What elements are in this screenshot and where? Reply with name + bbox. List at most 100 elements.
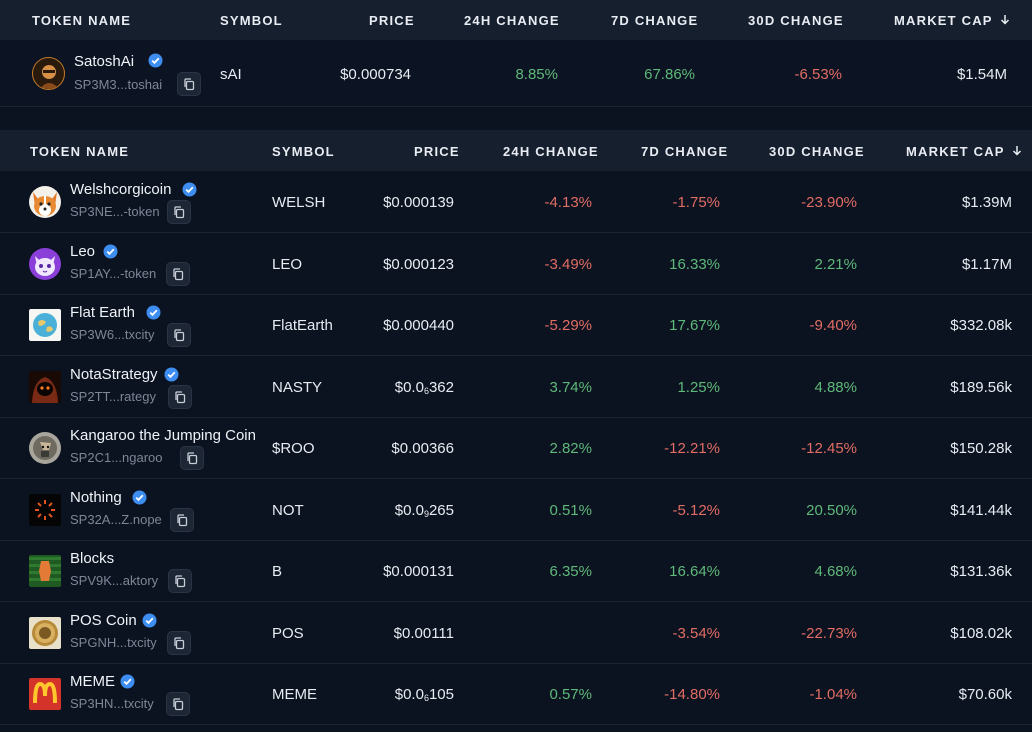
verified-badge-icon (132, 490, 147, 505)
flat-earth-avatar-icon (29, 309, 61, 341)
token-price: $0.09265 (395, 502, 454, 519)
token-address: SP3W6...txcity (70, 327, 155, 342)
verified-badge-icon (148, 53, 163, 68)
token-change-30d: -6.53% (794, 66, 842, 83)
token-name[interactable]: POS Coin (70, 612, 137, 629)
copy-address-button[interactable] (166, 692, 190, 716)
copy-address-button[interactable] (166, 262, 190, 286)
token-price: $0.06105 (395, 686, 454, 703)
header-token-name[interactable]: TOKEN NAME (32, 13, 132, 28)
token-price-suffix: 105 (428, 686, 454, 703)
token-row[interactable]: NotaStrategy SP2TT...rategy NASTY $0.06362 3… (0, 356, 1032, 418)
token-price: $0.000131 (383, 563, 454, 580)
token-change-30d: 4.68% (814, 563, 857, 580)
header-24h-change[interactable]: 24H CHANGE (464, 13, 560, 28)
token-name[interactable]: Flat Earth (70, 304, 136, 321)
token-symbol: LEO (272, 256, 303, 273)
header-market-cap[interactable]: MARKET CAP (906, 144, 1022, 159)
token-price-prefix: $0.0 (394, 379, 424, 396)
copy-address-button[interactable] (167, 200, 191, 224)
token-name[interactable]: MEME (70, 673, 115, 690)
token-market-cap: $141.44k (950, 502, 1012, 519)
token-price: $0.00111 (393, 625, 454, 642)
token-change-7d: 16.33% (669, 256, 720, 273)
token-price: $0.000123 (383, 256, 454, 273)
token-price-suffix: 265 (428, 502, 454, 519)
header-30d-change[interactable]: 30D CHANGE (769, 144, 865, 159)
token-symbol: $ROO (272, 440, 315, 457)
header-30d-change[interactable]: 30D CHANGE (748, 13, 844, 28)
token-row[interactable]: Welshcorgicoin SP3NE...-token WELSH $0.0001… (0, 171, 1032, 233)
header-price[interactable]: PRICE (369, 13, 415, 28)
token-row[interactable]: Nothing SP32A...Z.nope NOT $0.09265 0.51% -5.… (0, 479, 1032, 541)
notastrategy-avatar-icon (29, 371, 61, 403)
token-symbol: NASTY (272, 379, 323, 396)
copy-address-button[interactable] (170, 508, 194, 532)
copy-address-button[interactable] (168, 385, 192, 409)
token-row[interactable]: Flat Earth SP3W6...txcity FlatEarth $0.0004… (0, 294, 1032, 356)
token-symbol: sAI (220, 66, 242, 83)
kangaroo-avatar-icon (29, 432, 61, 464)
token-price-suffix: 362 (428, 379, 454, 396)
featured-token-row[interactable]: SatoshAi SP3M3...toshai sAI $0.000734 8.… (0, 40, 1032, 107)
header-market-cap[interactable]: MARKET CAP (894, 13, 1010, 28)
token-change-24h: 8.85% (515, 66, 558, 83)
copy-address-button[interactable] (177, 72, 201, 96)
token-address: SP2C1...ngaroo (70, 450, 163, 465)
token-change-30d: -23.90% (801, 194, 857, 211)
token-name[interactable]: Kangaroo the Jumping Coin (70, 427, 256, 444)
token-address: SP3HN...txcity (70, 696, 154, 711)
header-24h-change[interactable]: 24H CHANGE (503, 144, 599, 159)
header-7d-change[interactable]: 7D CHANGE (641, 144, 729, 159)
token-address: SP1AY...-token (70, 266, 157, 281)
verified-badge-icon (103, 244, 118, 259)
token-change-30d: 2.21% (814, 256, 857, 273)
token-price: $0.000734 (340, 66, 411, 83)
token-price: $0.00366 (391, 440, 454, 457)
token-symbol: WELSH (272, 194, 326, 211)
header-7d-change[interactable]: 7D CHANGE (611, 13, 699, 28)
token-name[interactable]: Blocks (70, 550, 115, 567)
token-market-cap: $1.54M (956, 66, 1007, 83)
satoshai-avatar-icon (32, 57, 65, 90)
token-row[interactable]: POS Coin SPGNH...txcity POS $0.00111 -3.54% -… (0, 602, 1032, 664)
copy-address-button[interactable] (167, 631, 191, 655)
token-change-24h: -5.29% (544, 317, 592, 334)
token-change-7d: 67.86% (644, 66, 695, 83)
copy-address-button[interactable] (168, 569, 192, 593)
token-row[interactable]: Blocks SPV9K...aktory B $0.000131 6.35% 16.64… (0, 540, 1032, 602)
token-row[interactable]: MEME SP3HN...txcity MEME $0.06105 0.57% -14.8… (0, 663, 1032, 725)
header-price[interactable]: PRICE (414, 144, 460, 159)
token-name[interactable]: Nothing (70, 489, 122, 506)
token-symbol: POS (272, 625, 304, 642)
token-symbol: MEME (272, 686, 317, 703)
header-symbol[interactable]: SYMBOL (220, 13, 283, 28)
token-change-30d: -9.40% (809, 317, 857, 334)
copy-address-button[interactable] (167, 323, 191, 347)
token-address: SP3M3...toshai (74, 77, 163, 92)
token-address: SPGNH...txcity (70, 635, 157, 650)
nothing-avatar-icon (29, 494, 61, 526)
token-name[interactable]: SatoshAi (74, 53, 135, 70)
token-change-24h: -4.13% (544, 194, 592, 211)
token-change-24h: -3.49% (544, 256, 592, 273)
token-row[interactable]: Kangaroo the Jumping Coin SP2C1...ngaroo $… (0, 417, 1032, 479)
header-token-name[interactable]: TOKEN NAME (30, 144, 130, 159)
header-market-cap-label: MARKET CAP (906, 144, 1005, 159)
token-name[interactable]: NotaStrategy (70, 366, 158, 383)
verified-badge-icon (142, 613, 157, 628)
token-price-prefix: $0.0 (394, 686, 424, 703)
token-address: SP32A...Z.nope (70, 512, 162, 527)
token-change-24h: 2.82% (549, 440, 592, 457)
token-name[interactable]: Welshcorgicoin (70, 181, 172, 198)
token-price-zero-count: 6 (423, 693, 429, 703)
token-row[interactable]: Leo SP1AY...-token LEO $0.000123 -3.49% 16.33… (0, 233, 1032, 295)
token-symbol: NOT (272, 502, 304, 519)
header-symbol[interactable]: SYMBOL (272, 144, 335, 159)
token-symbol: B (272, 563, 283, 580)
token-name[interactable]: Leo (70, 243, 96, 260)
token-price-zero-count: 9 (423, 509, 429, 519)
token-table-header: TOKEN NAME SYMBOL PRICE 24H CHANGE 7D CH… (0, 130, 1032, 171)
verified-badge-icon (164, 367, 179, 382)
copy-address-button[interactable] (180, 446, 204, 470)
